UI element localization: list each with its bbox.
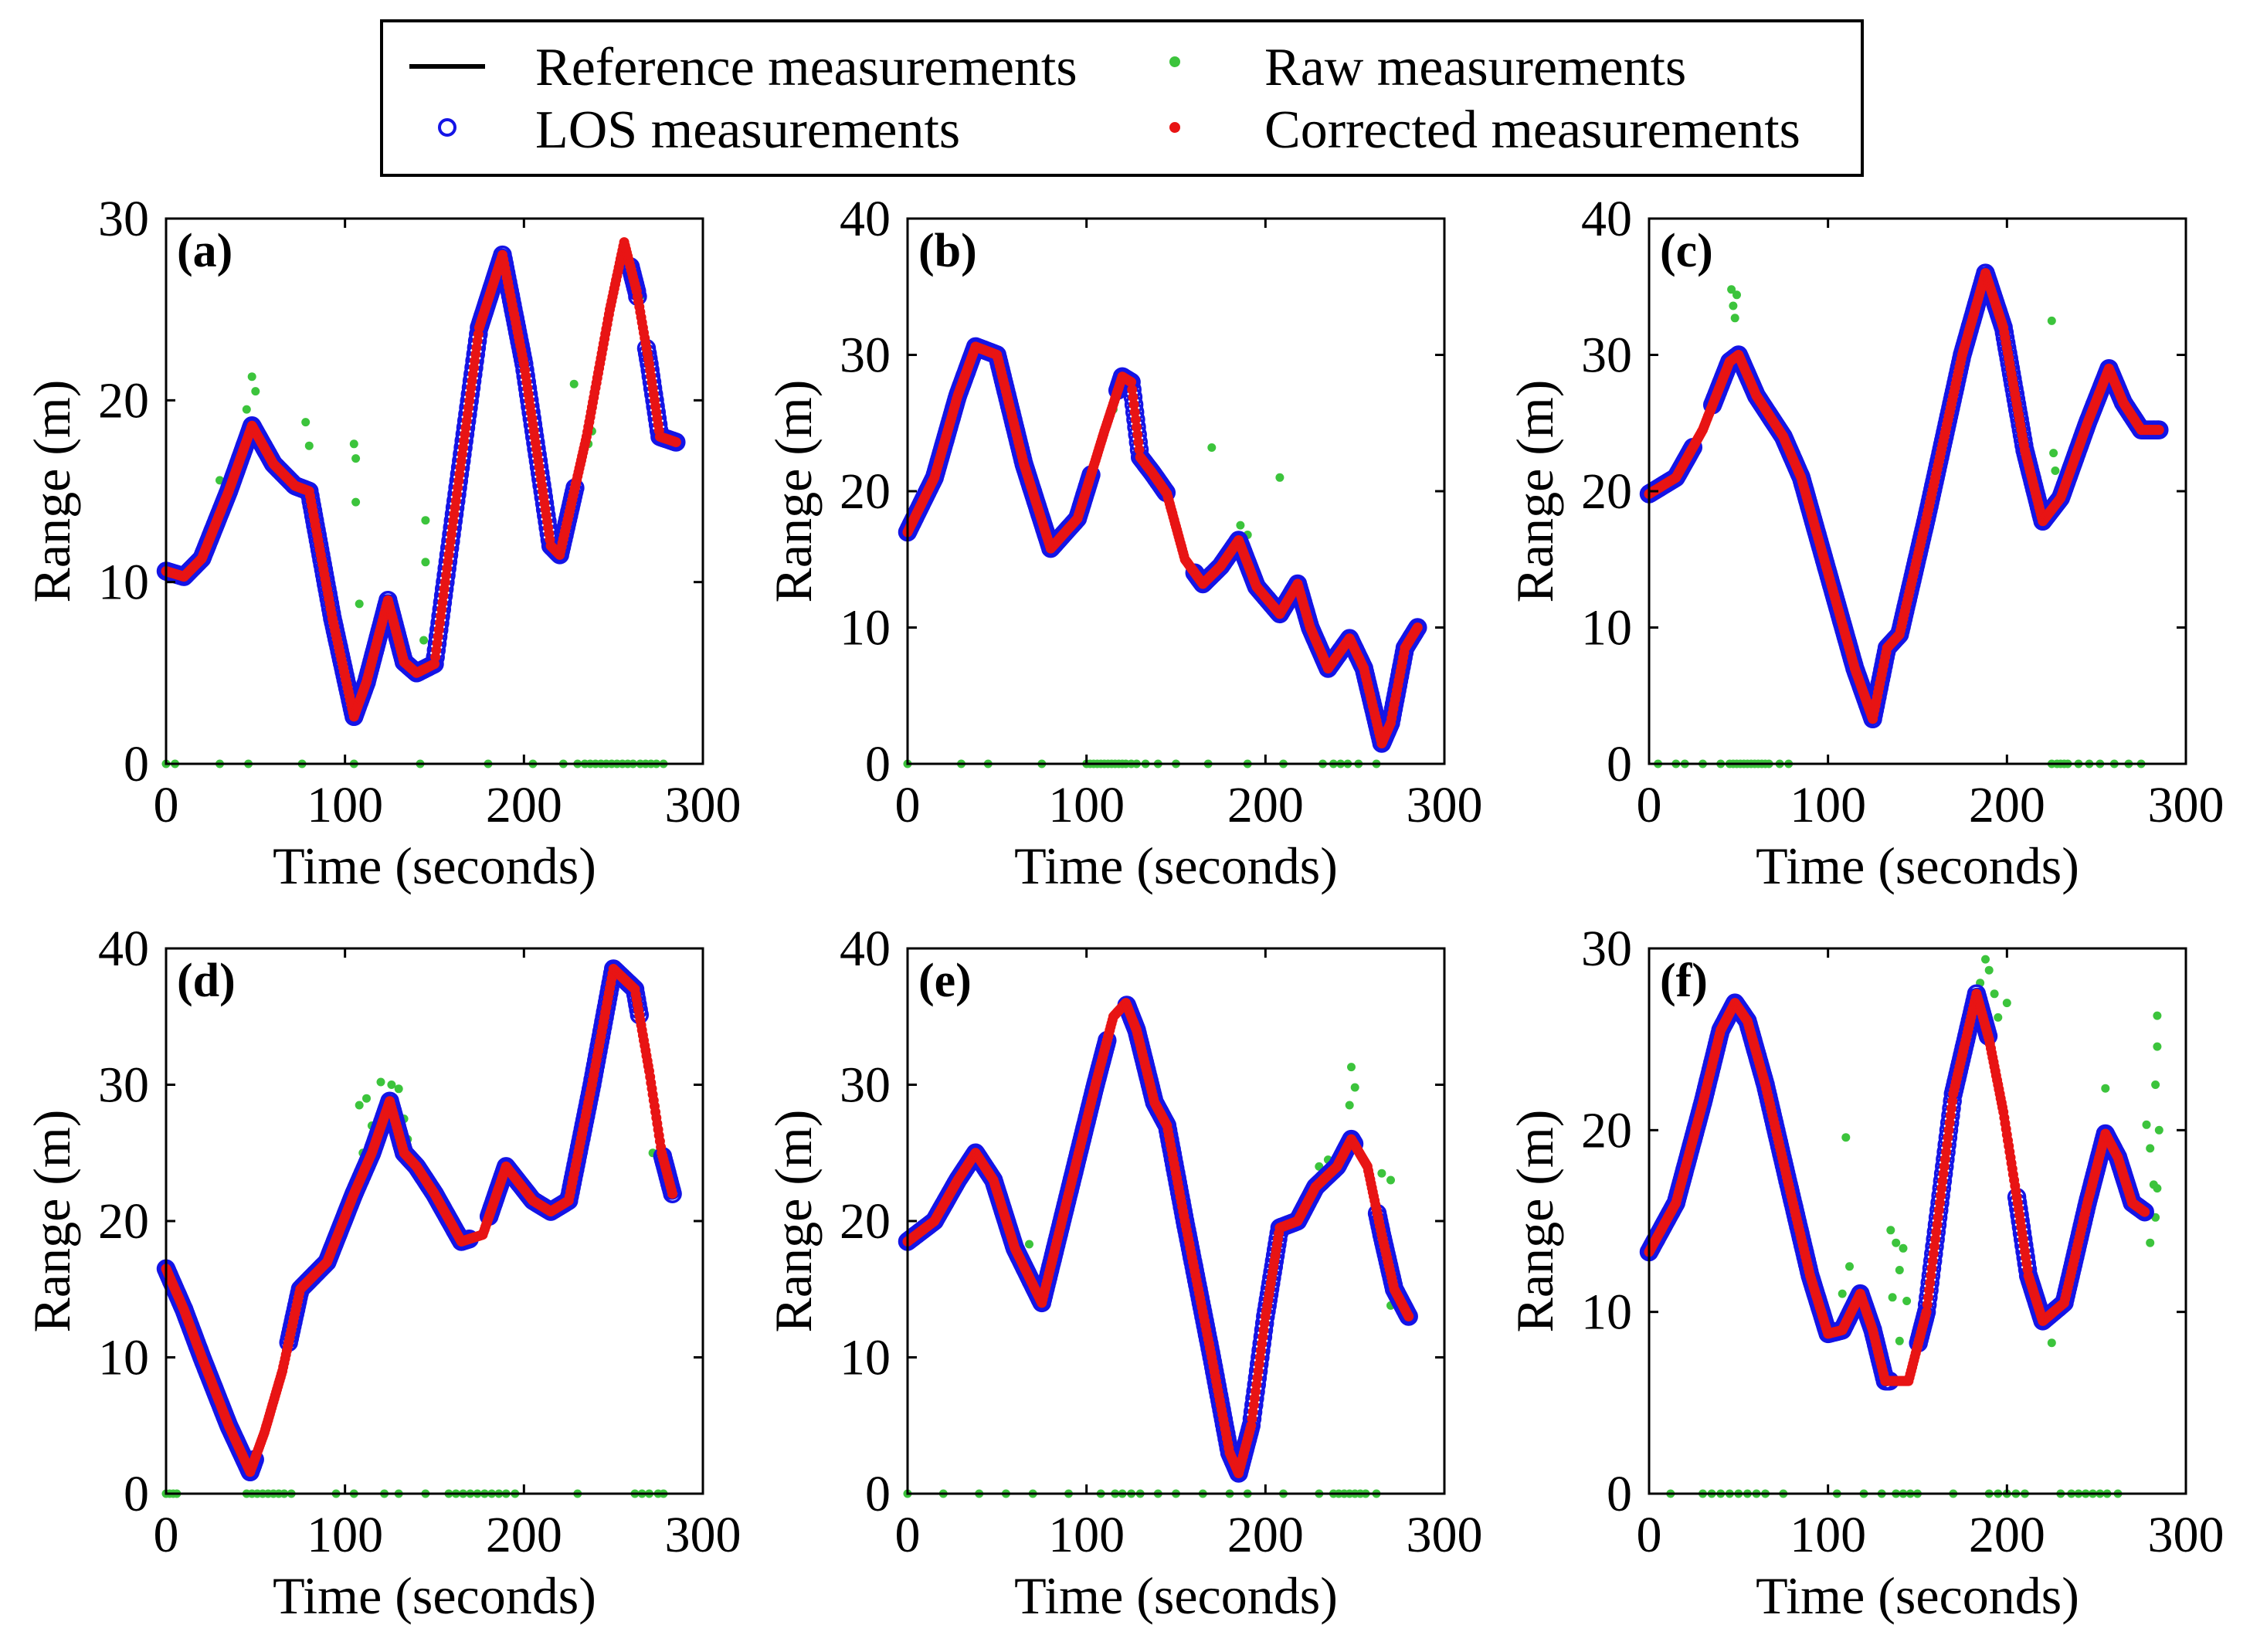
- raw-outlier-point: [1732, 290, 1741, 300]
- y-tick-label: 10: [840, 600, 891, 656]
- y-tick-label: 20: [98, 372, 149, 429]
- y-tick-label: 20: [840, 463, 891, 520]
- legend: Reference measurements Raw measurements …: [380, 19, 1864, 177]
- corrected-point: [1129, 407, 1140, 418]
- corrected-point: [1128, 392, 1139, 402]
- x-tick-label: 100: [307, 777, 383, 833]
- corrected-point: [1130, 414, 1141, 425]
- y-tick-label: 0: [865, 736, 891, 792]
- legend-los-label: LOS measurements: [535, 100, 960, 160]
- panel-label: (a): [177, 225, 232, 277]
- raw-outlier-point: [1727, 285, 1736, 294]
- raw-outlier-point: [351, 497, 361, 507]
- panel-a: 0 100 200 300 0 10 20 30 Time (seconds) Range (m)…: [22, 191, 742, 895]
- x-axis-label: Time (seconds): [1014, 836, 1338, 895]
- raw-outlier-point: [1729, 301, 1738, 310]
- legend-raw-label: Raw measurements: [1264, 38, 1686, 97]
- corrected-point: [1132, 422, 1142, 433]
- y-tick-label: 30: [840, 327, 891, 384]
- series-c: [1639, 263, 2169, 768]
- raw-outlier-point: [301, 418, 311, 427]
- raw-outlier-point: [1730, 314, 1739, 323]
- legend-corrected-marker: [1169, 122, 1180, 133]
- raw-outlier-point: [421, 558, 430, 567]
- plot-area-a: [166, 219, 703, 764]
- raw-outlier-point: [349, 439, 358, 449]
- x-tick-label: 300: [665, 777, 742, 833]
- y-tick-label: 40: [840, 191, 891, 247]
- legend-reference-label: Reference measurements: [535, 38, 1077, 97]
- y-tick-label: 0: [124, 736, 149, 792]
- corrected-point: [1412, 622, 1423, 633]
- axes-box-a: [165, 217, 704, 765]
- y-axis-label: Range (m): [22, 380, 81, 603]
- raw-outlier-point: [2047, 316, 2056, 325]
- raw-outlier-point: [2051, 466, 2060, 475]
- raw-outlier-point: [1236, 521, 1245, 530]
- series-a: [156, 237, 686, 768]
- series-b: [898, 337, 1427, 768]
- raw-outlier-point: [251, 387, 260, 396]
- x-tick-label: 0: [895, 777, 921, 833]
- raw-outlier-point: [2049, 449, 2058, 458]
- x-tick-label: 200: [486, 777, 562, 833]
- raw-outlier-point: [242, 405, 251, 414]
- raw-outlier-point: [569, 379, 579, 388]
- x-tick-label: 0: [154, 777, 179, 833]
- raw-outlier-point: [247, 372, 256, 382]
- legend-box: [380, 19, 1864, 177]
- raw-outlier-point: [1275, 473, 1285, 482]
- corrected-point: [1133, 437, 1144, 447]
- legend-los-marker: [438, 118, 456, 137]
- legend-raw-marker: [1169, 56, 1180, 67]
- panel-label: (b): [918, 225, 977, 277]
- plot-area-b: [908, 219, 1444, 764]
- raw-outlier-point: [1207, 443, 1217, 452]
- corrected-point: [1128, 399, 1139, 410]
- y-axis-label: Range (m): [764, 380, 823, 603]
- corrected-point: [1132, 429, 1143, 440]
- x-axis-label: Time (seconds): [273, 836, 596, 895]
- y-tick-label: 10: [98, 555, 149, 611]
- corrected-point: [1127, 385, 1138, 395]
- corrected-point: [1126, 377, 1137, 388]
- raw-outlier-point: [419, 636, 429, 645]
- corrected-point: [1134, 444, 1145, 455]
- panel-b: 0 100 200 300 0 10 20 30 40 Time (seconds) Range (…: [764, 191, 1483, 895]
- raw-outlier-point: [304, 441, 314, 450]
- plot-area-c: [1649, 219, 2186, 764]
- corrected-point: [670, 437, 681, 447]
- raw-outlier-point: [421, 516, 430, 525]
- raw-outlier-point: [355, 599, 364, 609]
- x-tick-label: 300: [1407, 777, 1483, 833]
- raw-outlier-point: [351, 454, 361, 463]
- x-tick-label: 100: [1048, 777, 1125, 833]
- y-tick-label: 30: [98, 191, 149, 247]
- x-tick-label: 200: [1227, 777, 1304, 833]
- legend-corrected-label: Corrected measurements: [1264, 100, 1800, 160]
